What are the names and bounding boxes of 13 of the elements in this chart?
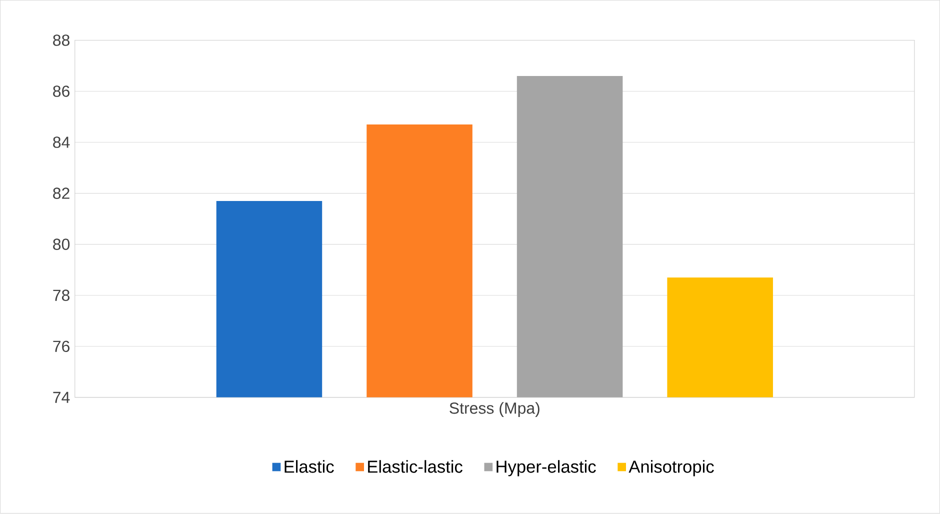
legend-label: Elastic-lastic [368, 460, 462, 474]
y-tick-label: 74 [53, 392, 70, 404]
y-tick-label: 80 [53, 238, 70, 250]
y-tick-label: 88 [53, 34, 70, 46]
x-tick-label: Stress (Mpa) [450, 402, 540, 418]
legend-label: Anisotropic [628, 460, 714, 476]
legend-label: Hyper-elastic [496, 460, 596, 476]
y-tick-label: 84 [53, 136, 70, 148]
legend-label: Elastic [284, 460, 334, 474]
y-tick-label: 82 [53, 188, 70, 200]
y-tick-label: 76 [53, 340, 70, 352]
y-tick-label: 78 [53, 290, 70, 302]
y-tick-label: 86 [53, 86, 70, 98]
